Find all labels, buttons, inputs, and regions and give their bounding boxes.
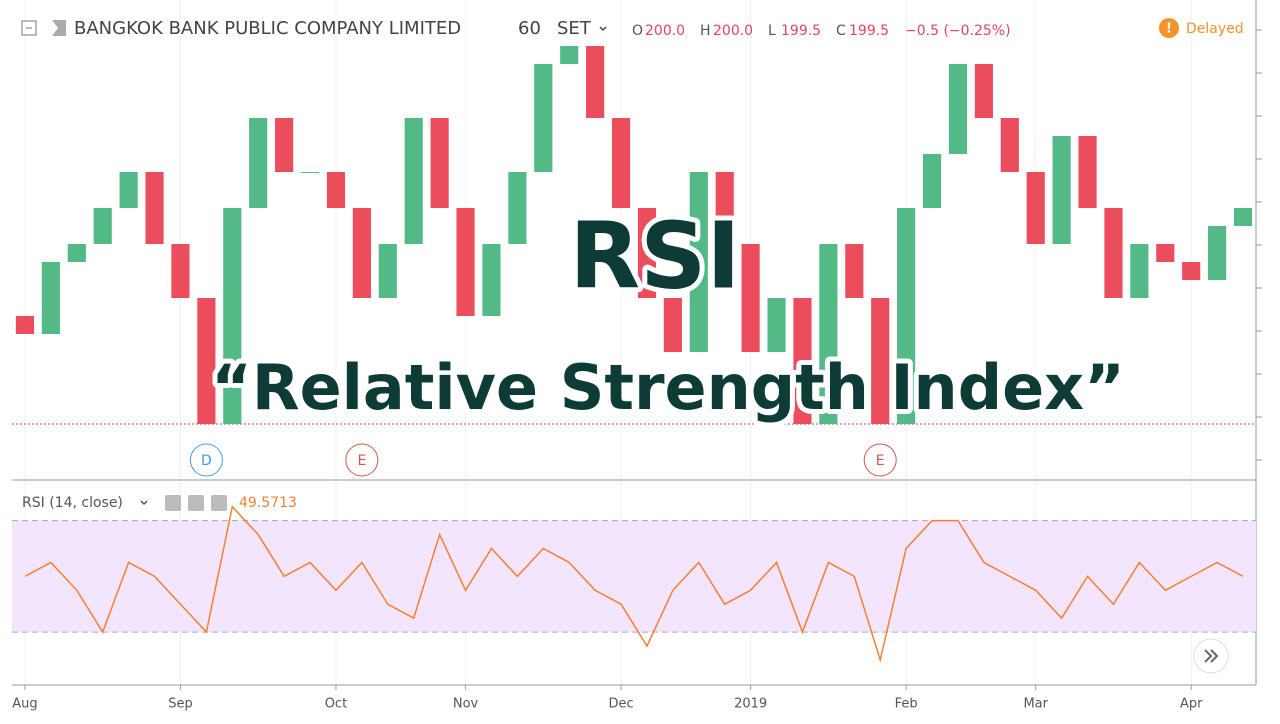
ohlc: O 200.0 H 200.0 L 199.5 C 199.5 (632, 23, 889, 39)
candle-body (1078, 136, 1097, 208)
candle-body (1130, 244, 1149, 298)
candle-body (689, 172, 708, 352)
candle-body (430, 118, 449, 208)
event-marker (189, 443, 223, 477)
x-tick-label: 2019 (734, 697, 767, 712)
event-label: E (876, 453, 885, 469)
candle-body (715, 172, 734, 244)
overlay-title: RSI (569, 202, 740, 309)
symbol-icon (52, 20, 66, 36)
delayed-icon (1159, 18, 1179, 38)
candle-body (1182, 262, 1201, 280)
candle-body (119, 172, 138, 208)
dropdown-caret (599, 26, 607, 32)
interval[interactable]: 60 (518, 18, 541, 39)
overlay-subtitle: “Relative Strength Index” (211, 351, 1125, 424)
delayed-icon-mark: ! (1166, 22, 1172, 37)
candle-body (560, 46, 579, 64)
candle-body (67, 244, 86, 262)
candle-body (1156, 244, 1175, 262)
candle-body (871, 298, 890, 424)
ohlc-value: 200.0 (645, 23, 685, 39)
candle-body (378, 244, 397, 298)
status: Delayed (1186, 21, 1244, 37)
visibility-button[interactable] (165, 495, 181, 511)
candle-body (508, 172, 527, 244)
ohlc-value: 199.5 (781, 23, 821, 39)
candle-body (456, 208, 475, 316)
candle-body (352, 208, 371, 298)
symbol: BANGKOK BANK PUBLIC COMPANY LIMITED (74, 18, 461, 39)
candle-body (1026, 172, 1045, 244)
rsi-last: 49.5713 (239, 495, 297, 511)
candle-body (1104, 208, 1123, 298)
candle-body (404, 118, 423, 244)
candle-body (171, 244, 190, 298)
x-tick-label: Apr (1180, 697, 1203, 712)
remove-button[interactable] (211, 495, 227, 511)
candle-body (922, 154, 942, 208)
x-tick-label: Sep (168, 697, 193, 712)
candle-body (145, 172, 164, 244)
x-tick-label: Aug (12, 697, 37, 712)
x-tick-label: Mar (1023, 697, 1048, 712)
candle-body (819, 244, 838, 424)
candle-body (41, 262, 60, 334)
candle-body (1233, 208, 1253, 226)
x-tick-label: Oct (325, 697, 347, 712)
candle-body (1000, 118, 1019, 172)
candle-body (1052, 136, 1071, 244)
rsi-line (24, 505, 1244, 663)
candle-body (637, 208, 657, 298)
settings-button[interactable] (188, 495, 204, 511)
ohlc-value: 199.5 (849, 23, 889, 39)
event-label: D (201, 453, 212, 469)
candle-body (326, 172, 346, 208)
ohlc-key: H (700, 23, 711, 39)
ohlc-key: C (836, 23, 846, 39)
candle-body (300, 172, 320, 173)
scroll-arrow (1204, 649, 1219, 663)
ohlc-key: O (632, 23, 643, 39)
event-marker (345, 443, 379, 477)
candle-body (482, 244, 501, 316)
candle-body (197, 298, 216, 424)
candle-body (793, 298, 812, 424)
candle-body (611, 118, 631, 208)
candle-body (15, 316, 35, 334)
collapse-icon[interactable] (21, 20, 37, 36)
candle-body (534, 64, 553, 172)
x-tick-label: Nov (453, 697, 479, 712)
rsi-name: RSI (14, close) (22, 495, 123, 511)
rsi-caret (140, 500, 148, 506)
candle-body (275, 118, 294, 172)
candle-body (767, 298, 786, 352)
candle-body (948, 64, 968, 154)
ohlc-value: 200.0 (713, 23, 753, 39)
candle-body (974, 64, 993, 118)
event-label: E (357, 453, 366, 469)
candle-body (93, 208, 112, 244)
candle-body (249, 118, 268, 208)
candle-body (741, 244, 760, 352)
rsi-band (12, 520, 1256, 633)
candle-body (897, 208, 916, 424)
candle-body (663, 298, 682, 352)
x-tick-label: Feb (895, 697, 918, 712)
exchange: SET (557, 18, 592, 39)
candle-body (1208, 226, 1227, 280)
ohlc-key: L (768, 23, 776, 39)
candle-body (223, 208, 242, 424)
x-tick-label: Dec (608, 697, 633, 712)
candle-body (586, 46, 605, 118)
event-marker (863, 443, 897, 477)
candle-body (845, 244, 864, 298)
change: −0.5 (−0.25%) (905, 23, 1011, 39)
